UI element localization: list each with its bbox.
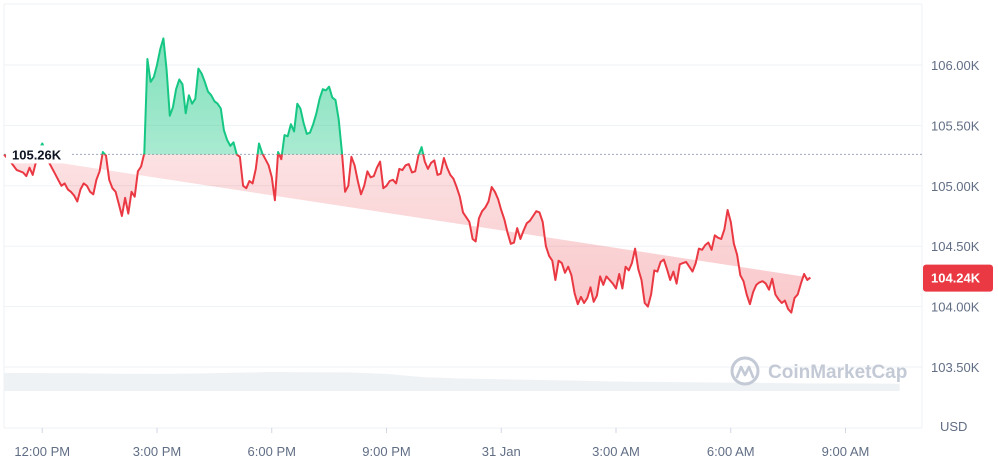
y-tick-label: 105.50K bbox=[931, 118, 980, 133]
watermark-text: CoinMarketCap bbox=[768, 362, 907, 383]
reference-price-label: 105.26K bbox=[12, 147, 62, 162]
coinmarketcap-logo-icon bbox=[730, 356, 760, 386]
x-tick-label: 3:00 PM bbox=[133, 444, 181, 459]
current-price-tag[interactable]: 104.24K bbox=[923, 264, 993, 292]
x-tick-label: 3:00 AM bbox=[592, 444, 640, 459]
price-fill-below bbox=[4, 154, 811, 313]
volume-area bbox=[4, 372, 900, 391]
currency-label: USD bbox=[940, 419, 967, 434]
price-line-down bbox=[3, 154, 812, 314]
y-tick-label: 104.50K bbox=[931, 239, 980, 254]
y-tick-label: 104.00K bbox=[931, 300, 980, 315]
x-tick-label: 6:00 PM bbox=[248, 444, 296, 459]
price-fill-above bbox=[37, 38, 424, 155]
x-tick-label: 9:00 PM bbox=[362, 444, 410, 459]
current-price-label: 104.24K bbox=[931, 271, 981, 286]
y-axis: 106.00K 105.50K 105.00K 104.50K 104.00K 103.5… bbox=[931, 58, 980, 375]
volume-fill bbox=[4, 372, 900, 391]
y-tick-label: 103.50K bbox=[931, 360, 980, 375]
watermark: CoinMarketCap bbox=[730, 356, 907, 386]
y-tick-label: 106.00K bbox=[931, 58, 980, 73]
x-tick-label: 6:00 AM bbox=[707, 444, 755, 459]
current-price-badge bbox=[923, 264, 993, 292]
x-axis: 12:00 PM 3:00 PM 6:00 PM 9:00 PM 31 Jan 3:00 … bbox=[14, 428, 869, 459]
price-line-up bbox=[4, 37, 425, 155]
y-tick-label: 105.00K bbox=[931, 179, 980, 194]
reference-price-tag: 105.26K bbox=[6, 145, 70, 164]
x-tick-label: 12:00 PM bbox=[14, 444, 70, 459]
x-tick-label: 31 Jan bbox=[482, 444, 521, 459]
x-tick-label: 9:00 AM bbox=[822, 444, 870, 459]
